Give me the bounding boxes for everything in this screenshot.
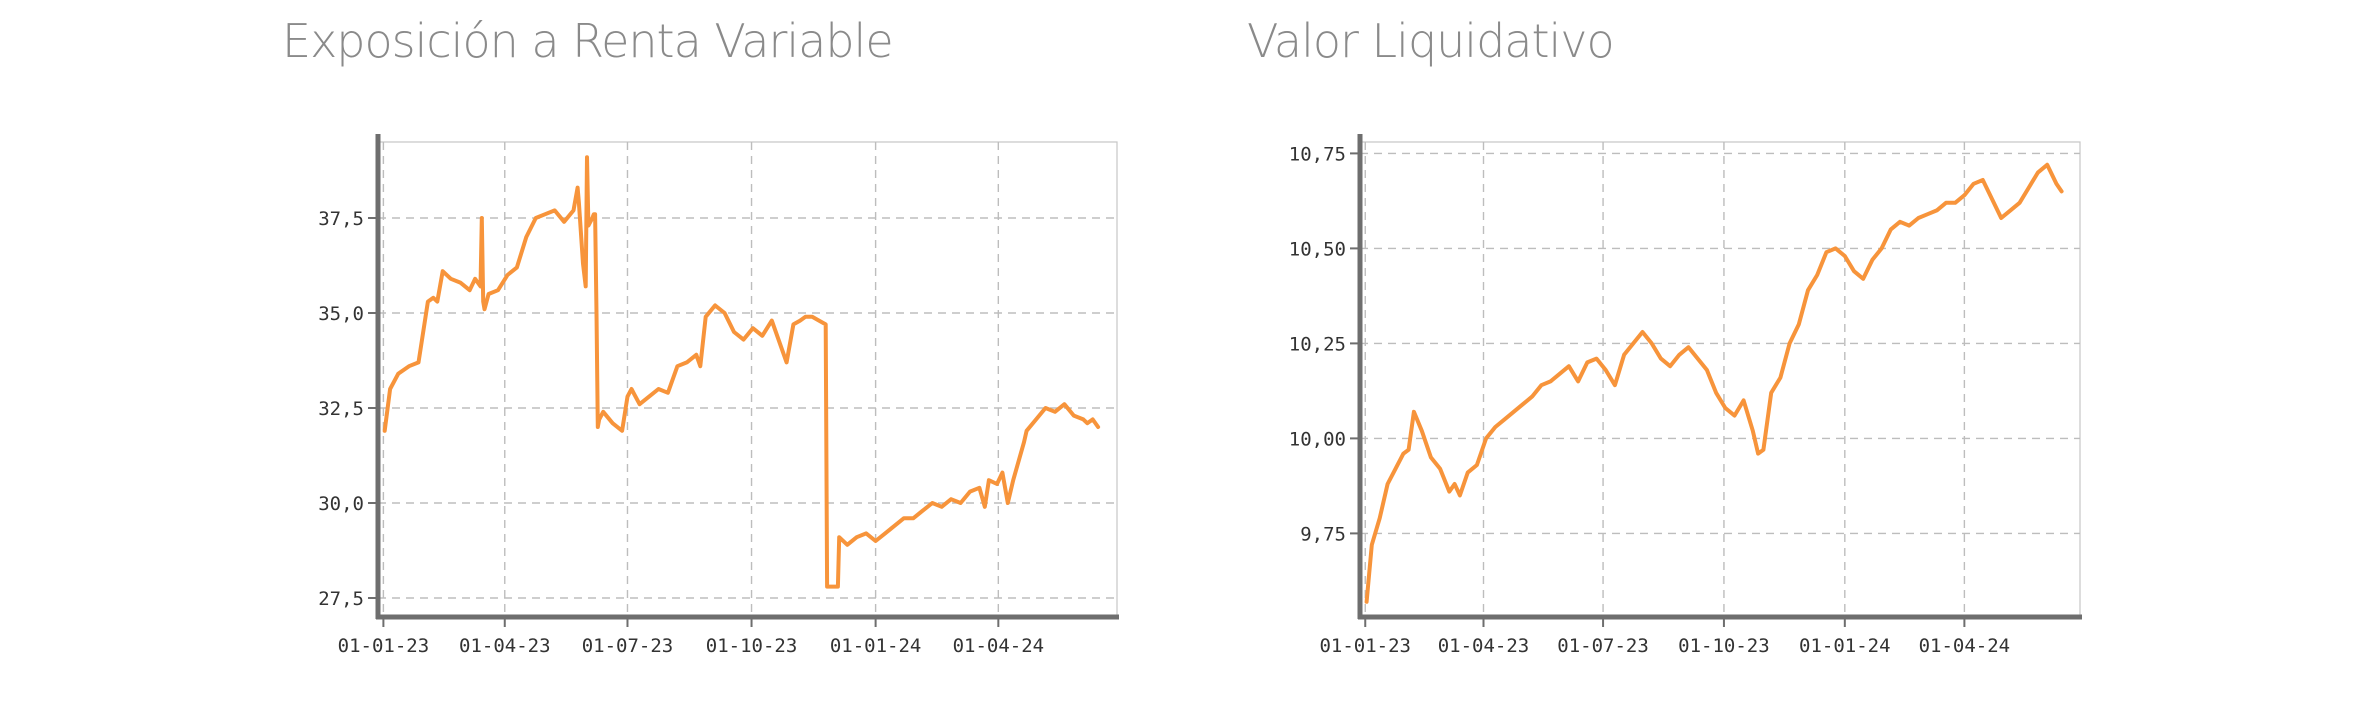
nav-y-tick-label: 10,50 (1289, 238, 1346, 260)
exposure-y-tick-label: 37,5 (318, 208, 364, 230)
nav-y-tick-label: 10,00 (1289, 428, 1346, 450)
exposure-y-tick-label: 30,0 (318, 493, 364, 515)
exposure-series-line (382, 155, 1101, 589)
nav-y-tick-label: 9,75 (1300, 523, 1346, 545)
exposure-y-tick-label: 27,5 (318, 588, 364, 610)
exposure-y-tick-label: 32,5 (318, 398, 364, 420)
nav-x-tick-label: 01-04-24 (1919, 635, 2011, 657)
chart-title-exposicion: Exposición a Renta Variable (282, 14, 894, 68)
exposure-x-tick-label: 01-01-24 (830, 635, 922, 657)
nav-y-tick-label: 10,75 (1289, 143, 1346, 165)
chart-title-valor-liquidativo: Valor Liquidativo (1247, 14, 1615, 68)
exposure-y-tick-label: 35,0 (318, 303, 364, 325)
nav-plot-frame (1359, 141, 2081, 618)
exposure-x-tick-label: 01-04-24 (953, 635, 1045, 657)
nav-x-tick-label: 01-07-23 (1557, 635, 1649, 657)
exposure-x-tick-label: 01-07-23 (582, 635, 674, 657)
exposure-x-tick-label: 01-01-23 (338, 635, 430, 657)
exposure-x-tick-label: 01-10-23 (706, 635, 798, 657)
nav-x-tick-label: 01-10-23 (1678, 635, 1770, 657)
exposure-x-tick-label: 01-04-23 (459, 635, 551, 657)
nav-x-tick-label: 01-01-24 (1799, 635, 1891, 657)
nav-x-tick-label: 01-04-23 (1438, 635, 1530, 657)
nav-x-tick-label: 01-01-23 (1319, 635, 1411, 657)
nav-series-line (1364, 162, 2064, 604)
exposure-line-chart: 27,5 30,0 32,5 35,0 37,5 01-01-23 01-04-23 01-0… (318, 134, 1119, 657)
nav-y-tick-label: 10,25 (1289, 333, 1346, 355)
